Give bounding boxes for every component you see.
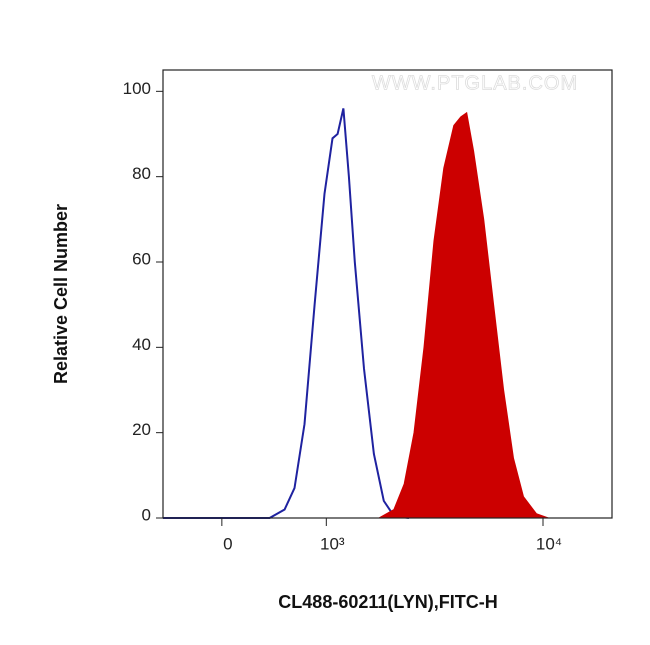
x-tick-label: 10⁴ [536, 534, 562, 553]
y-tick-label: 80 [132, 164, 151, 183]
y-tick-label: 100 [123, 79, 151, 98]
y-tick-label: 40 [132, 335, 151, 354]
plot-frame [162, 69, 613, 519]
y-tick-label: 0 [142, 505, 151, 524]
x-tick-label: 10³ [320, 534, 345, 553]
histogram-area [377, 111, 549, 519]
plot-area [163, 108, 549, 519]
y-axis-label: Relative Cell Number [51, 204, 71, 384]
y-tick-label: 20 [132, 420, 151, 439]
histogram-line [163, 108, 410, 519]
watermark: WWW.PTGLAB.COM [372, 72, 578, 94]
y-tick-label: 60 [132, 249, 151, 268]
x-tick-label: 0 [223, 534, 232, 553]
x-axis-label: CL488-60211(LYN),FITC-H [278, 592, 497, 612]
